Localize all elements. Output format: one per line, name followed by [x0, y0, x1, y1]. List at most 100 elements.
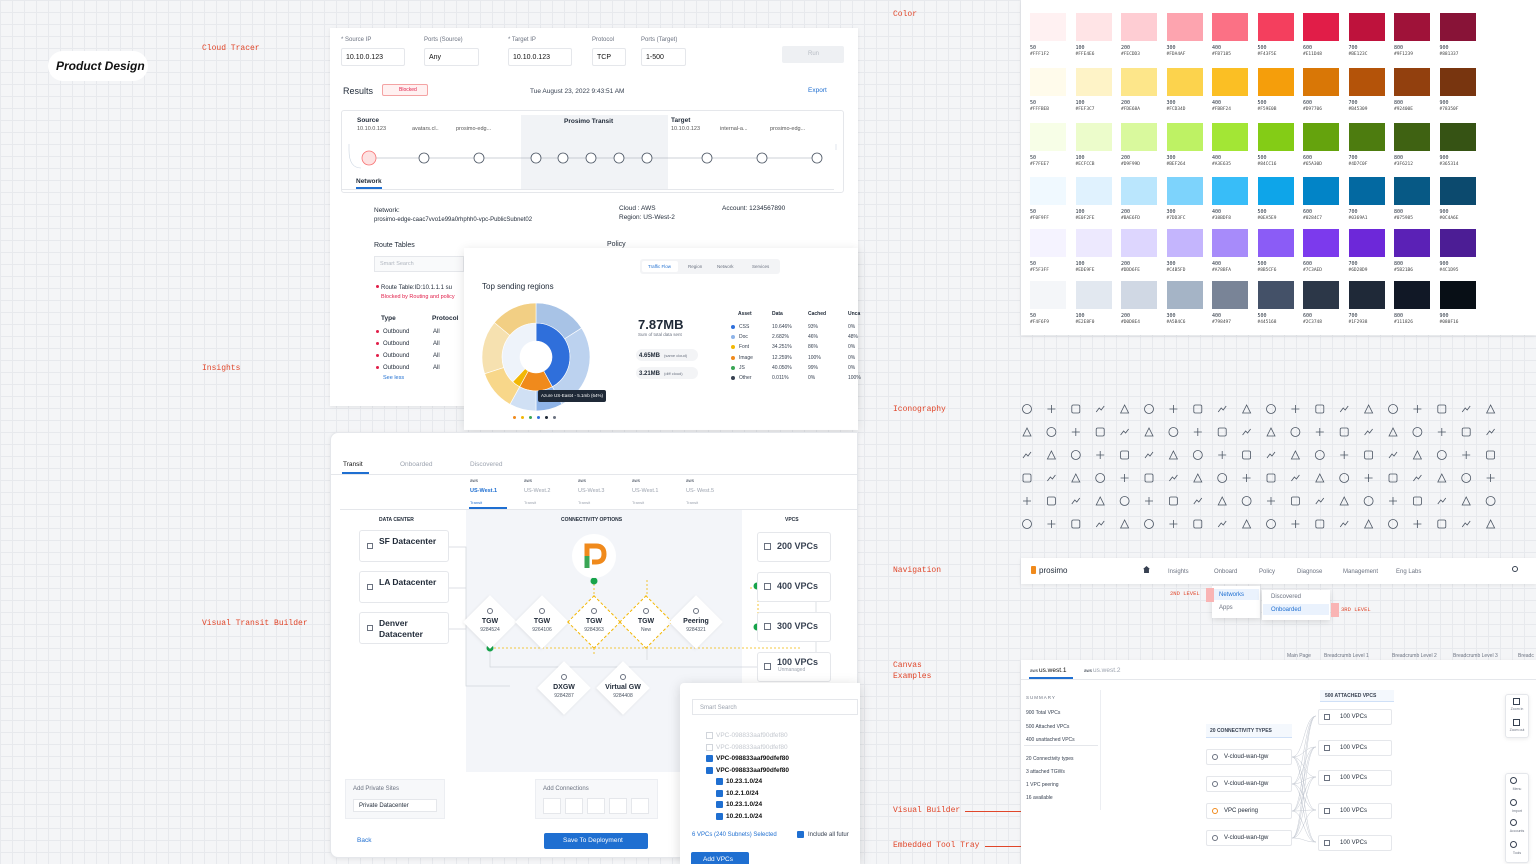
red-dot — [376, 354, 379, 357]
swatch — [1348, 68, 1385, 96]
section-title: Policy — [607, 241, 626, 248]
shade: 800 — [1394, 155, 1404, 161]
option-id: 9284287 — [554, 693, 574, 699]
shade: 200 — [1121, 261, 1131, 267]
flow-node — [473, 152, 485, 164]
icon — [1144, 404, 1154, 414]
swatch — [1166, 68, 1203, 96]
hex: #F4F6F9 — [1030, 320, 1049, 325]
link — [1291, 809, 1317, 812]
icon — [1437, 404, 1447, 414]
swatch — [1394, 13, 1430, 41]
asset-dot — [731, 335, 735, 340]
tool-label: Zoom out — [1509, 728, 1525, 732]
icon — [1339, 496, 1349, 506]
hex: #7C3AED — [1303, 268, 1322, 273]
legend-dot — [553, 416, 556, 419]
shade: 200 — [1121, 155, 1131, 161]
swatch — [1439, 177, 1476, 205]
provider: aws — [1084, 668, 1093, 673]
node-icon — [1212, 835, 1218, 841]
datacenter-name: SF Datacenter — [379, 536, 437, 546]
shade: 300 — [1166, 261, 1176, 267]
icon — [1364, 450, 1374, 460]
hex: #3F6212 — [1394, 162, 1413, 167]
icon — [1193, 497, 1203, 505]
legend-dot — [513, 416, 516, 419]
connector — [449, 546, 510, 687]
field-box — [508, 48, 572, 66]
icon — [1485, 496, 1496, 506]
icon — [1461, 496, 1471, 506]
shade: 800 — [1394, 313, 1404, 319]
flow-box — [341, 110, 844, 193]
shade: 700 — [1348, 313, 1358, 319]
icon — [1340, 451, 1349, 459]
flow-hop: internal-a... — [720, 126, 748, 132]
icon — [1217, 473, 1228, 483]
shade: 700 — [1348, 45, 1358, 51]
flow-node — [557, 152, 569, 164]
swatch — [1121, 13, 1157, 41]
shade: 900 — [1439, 261, 1449, 267]
icon — [1461, 405, 1471, 413]
provider: aws — [524, 478, 533, 483]
icon — [1388, 519, 1398, 529]
table-cell: CSS — [739, 324, 750, 330]
icon — [1266, 473, 1276, 483]
insight-tab: Region — [688, 264, 703, 269]
home-icon — [1143, 566, 1150, 573]
hex: #FDE68A — [1121, 107, 1140, 112]
vpc-box — [757, 652, 831, 682]
hex: #D97706 — [1303, 107, 1322, 112]
icon — [1047, 520, 1056, 528]
icon — [1486, 450, 1496, 460]
shade: 100 — [1075, 261, 1085, 267]
hex: #E2E8F0 — [1075, 320, 1095, 325]
icon — [1217, 520, 1227, 528]
section-label: Cloud Tracer — [202, 44, 260, 53]
hex: #A5B4C6 — [1166, 320, 1186, 325]
insight-tab: Traffic Flow — [648, 264, 672, 269]
donut-outer — [493, 302, 537, 336]
table-cell: 100% — [848, 375, 861, 381]
shade: 600 — [1303, 209, 1313, 215]
tool-icon — [1510, 819, 1517, 826]
icon — [1144, 451, 1154, 459]
shade: 200 — [1121, 100, 1131, 106]
icon — [1095, 427, 1105, 437]
save-button — [544, 833, 648, 849]
field-label: Ports (Target) — [641, 37, 678, 43]
swatch — [1030, 281, 1066, 309]
add-label: Add VPCs — [703, 856, 733, 863]
swatch — [1394, 123, 1430, 151]
icon — [1071, 497, 1081, 505]
tab-underline — [1029, 677, 1073, 679]
vpc-note: Unmanaged — [778, 667, 806, 673]
summary-item: 16 available — [1026, 795, 1053, 801]
hex: #9F1239 — [1394, 52, 1413, 57]
swatch — [1303, 123, 1339, 151]
shade: 200 — [1121, 313, 1131, 319]
section-label: Insights — [202, 364, 241, 373]
swatch — [1257, 68, 1294, 96]
hex: #FCD34D — [1166, 107, 1186, 112]
icon — [1266, 519, 1276, 529]
flow-node — [418, 152, 430, 164]
flow-ip: 10.10.0.123 — [357, 126, 387, 132]
provider: aws — [578, 478, 587, 483]
summary-item: 3 attached TGWs — [1026, 769, 1065, 775]
shade: 600 — [1303, 155, 1313, 161]
menu-item: Networks — [1219, 592, 1245, 598]
swatch — [1303, 281, 1339, 309]
provider: aws — [1030, 668, 1039, 673]
icon — [1291, 405, 1300, 413]
hex: #E0F2FE — [1075, 216, 1095, 221]
tool-tray — [1505, 694, 1529, 738]
swatch — [1121, 123, 1157, 151]
shade: 500 — [1257, 261, 1267, 267]
option-name: TGW — [585, 618, 603, 625]
swatch — [1166, 123, 1203, 151]
swatch — [1121, 177, 1157, 205]
vpc-item: VPC-098833aaf90dfef80 — [716, 755, 789, 762]
